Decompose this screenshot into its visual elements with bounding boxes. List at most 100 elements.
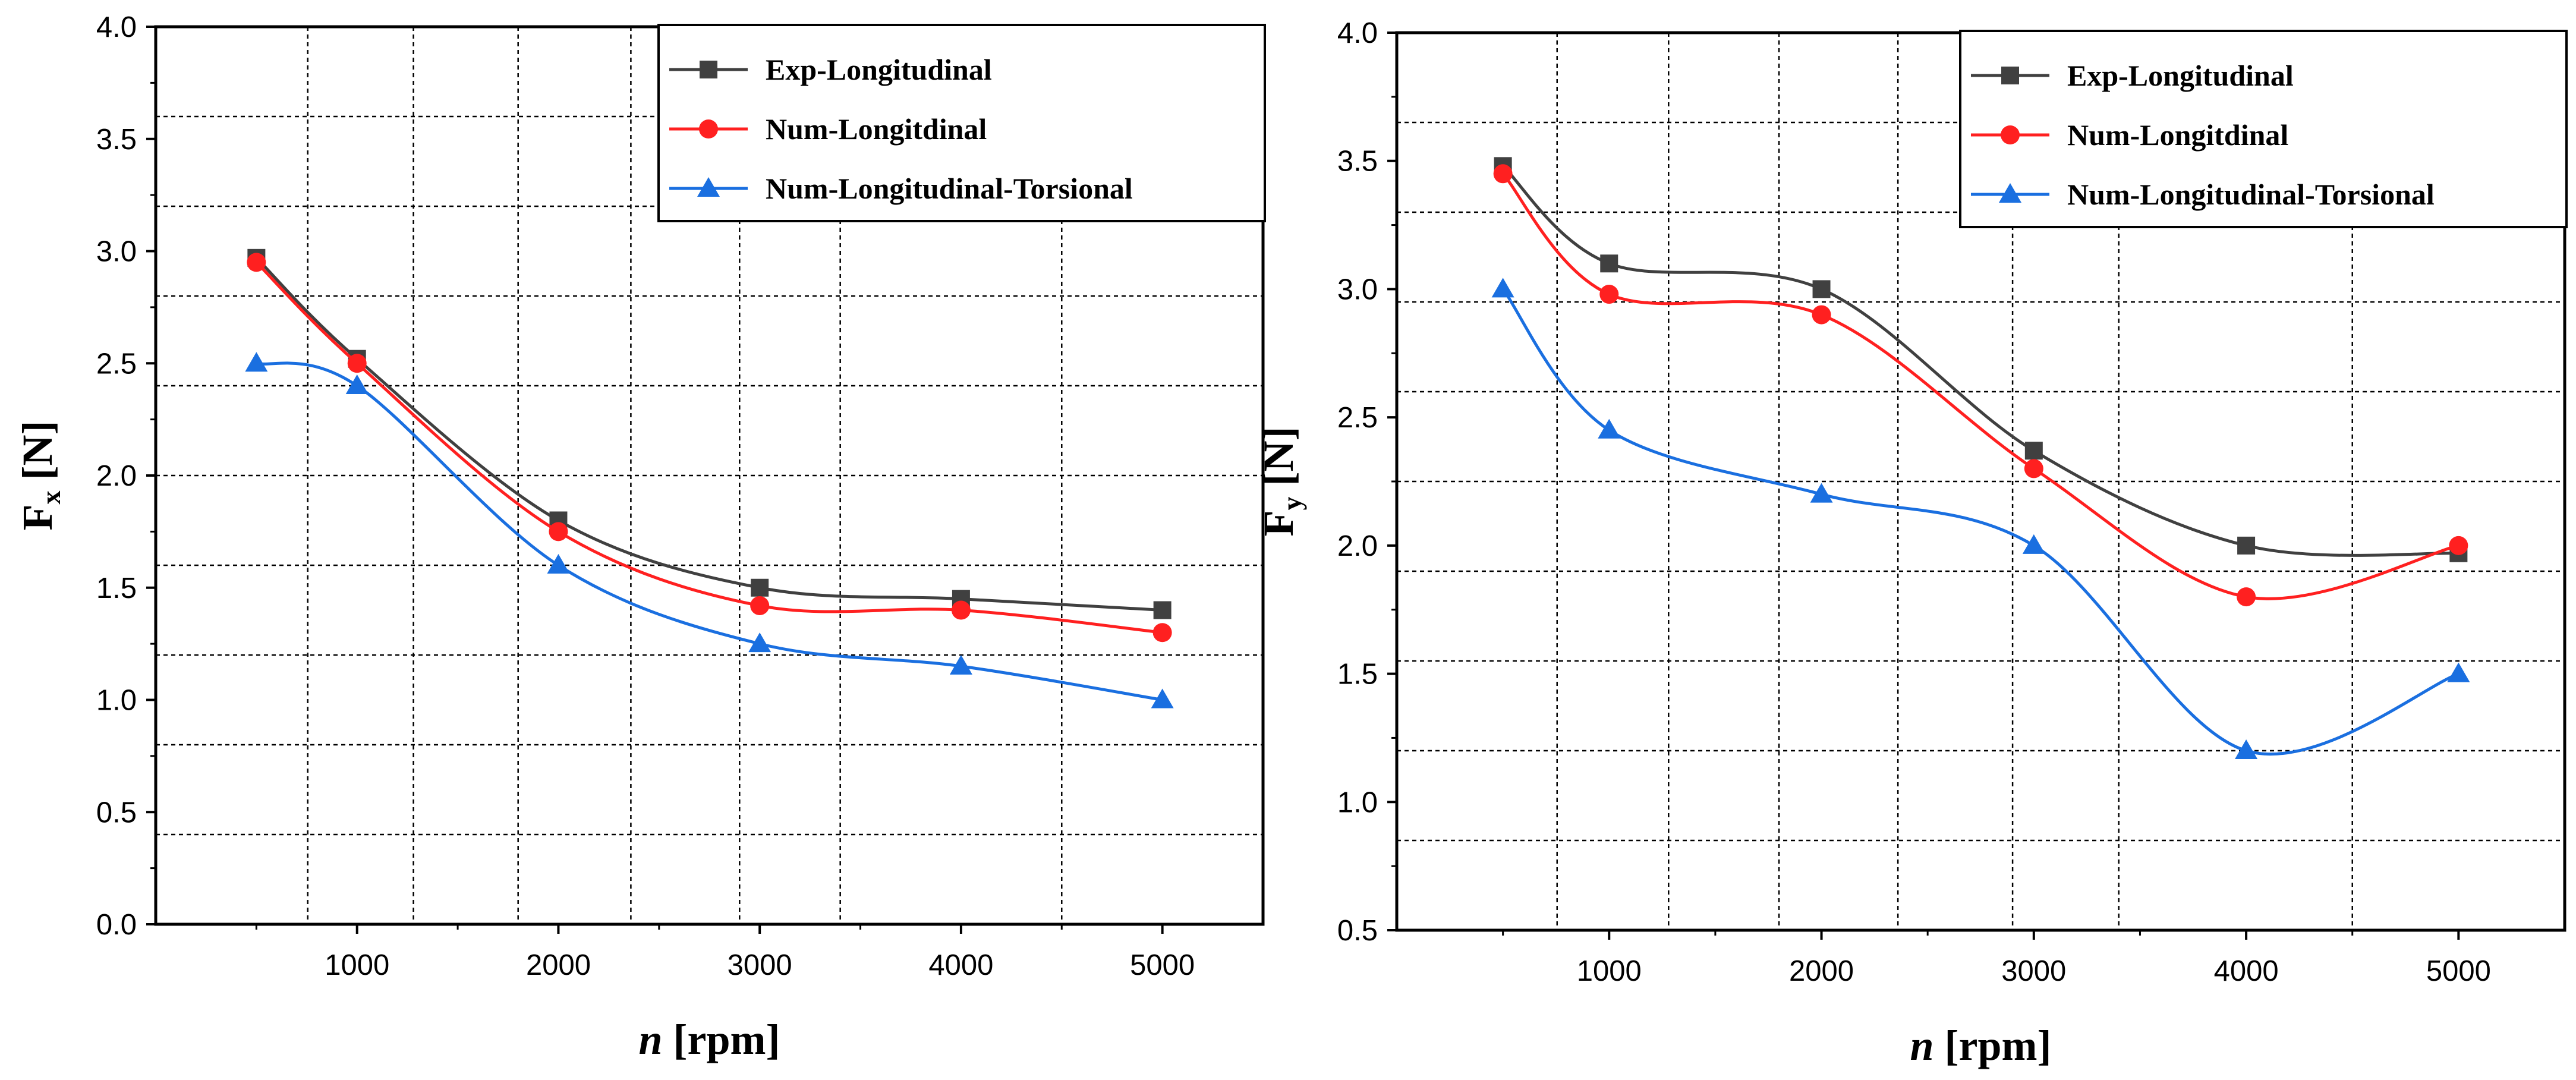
legend-label: Num-Longitudinal-Torsional	[2067, 178, 2435, 211]
data-point	[1152, 623, 1172, 643]
legend-label: Num-Longitdinal	[2067, 118, 2288, 152]
series-line	[256, 361, 1163, 701]
series-line	[1501, 172, 2459, 600]
y-axis-unit: [N]	[14, 421, 61, 491]
chart-panel-2: 0.5 1.0 1.5 2.0 2.5 3.0 3.5 4.0 1000 2000 3000 4000…	[1255, 17, 2568, 1069]
data-point	[1600, 254, 1618, 273]
y-tick-label: 3.0	[96, 236, 137, 268]
data-point	[2447, 662, 2470, 682]
y-axis-variable: F	[1255, 510, 1302, 536]
x-axis-variable: n	[1910, 1022, 1934, 1069]
legend-item: Num-Longitdinal	[1971, 118, 2288, 152]
legend-label: Num-Longitudinal-Torsional	[766, 172, 1133, 205]
chart-panel-1: 0.0 0.5 1.0 1.5 2.0 2.5 3.0 3.5 4.0 1000 2000 3000 4…	[14, 11, 1266, 1063]
y-tick-label: 0.0	[96, 909, 137, 941]
data-point	[345, 374, 369, 394]
x-axis-title: n [rpm]	[1910, 1022, 2052, 1069]
y-tick-label: 1.5	[1337, 659, 1378, 691]
legend-marker	[697, 177, 720, 197]
legend: Exp-Longitudinal Num-Longitdinal Num-Longi…	[657, 24, 1266, 222]
y-tick-label: 2.5	[1337, 402, 1378, 434]
x-axis-title: n [rpm]	[639, 1016, 780, 1063]
data-point	[2022, 534, 2045, 554]
data-point	[347, 354, 367, 373]
legend-marker	[2001, 67, 2019, 84]
legend-label: Exp-Longitudinal	[2067, 59, 2294, 92]
x-tick-label: 3000	[728, 949, 792, 981]
data-point	[2024, 442, 2043, 460]
legend-box	[657, 24, 1266, 222]
y-tick-label: 1.5	[96, 572, 137, 604]
data-point	[2237, 536, 2256, 555]
y-axis-subscript: y	[1277, 496, 1307, 510]
legend-item: Exp-Longitudinal	[1971, 59, 2294, 92]
data-point	[2024, 459, 2043, 478]
y-tick-label: 4.0	[96, 11, 137, 43]
x-tick-label: 1000	[325, 949, 389, 981]
y-tick-label: 0.5	[1337, 915, 1378, 947]
legend-item: Num-Longitdinal	[669, 112, 987, 146]
y-tick-label: 2.0	[1337, 530, 1378, 562]
y-tick-label: 4.0	[1337, 17, 1378, 49]
data-point	[1153, 601, 1172, 619]
series-num-longitudinal-torsional	[1491, 278, 2470, 759]
legend-marker	[700, 61, 717, 78]
x-tick-label: 4000	[928, 949, 993, 981]
x-axis-unit: [rpm]	[663, 1016, 780, 1063]
y-axis-subscript: x	[36, 490, 66, 504]
data-point	[1491, 278, 1514, 298]
y-tick-label: 0.5	[96, 796, 137, 829]
legend-box	[1959, 30, 2568, 228]
y-tick-label: 3.0	[1337, 273, 1378, 306]
series-exp-longitudinal	[247, 248, 1172, 619]
y-tick-label: 3.5	[96, 124, 137, 156]
y-tick-label: 2.0	[96, 460, 137, 492]
data-point	[1812, 280, 1831, 298]
legend-marker	[2001, 125, 2020, 144]
y-axis-variable: F	[14, 504, 61, 530]
data-point	[1151, 688, 1174, 709]
x-tick-label: 2000	[1789, 955, 1854, 987]
data-point	[748, 632, 771, 653]
series-num-longitudinal-torsional	[245, 352, 1174, 709]
series-num-longitdinal	[247, 253, 1172, 643]
data-point	[951, 600, 971, 620]
y-tick-label: 2.5	[96, 348, 137, 380]
series-line	[255, 257, 1163, 612]
y-tick-label: 1.0	[1337, 786, 1378, 818]
x-axis-variable: n	[639, 1016, 663, 1063]
legend-marker	[699, 119, 718, 138]
series-line	[1501, 288, 2460, 756]
legend-label: Exp-Longitudinal	[766, 53, 992, 86]
data-point	[2235, 739, 2258, 759]
x-tick-label: 1000	[1577, 955, 1642, 987]
x-axis-unit: [rpm]	[1934, 1022, 2052, 1069]
legend-item: Num-Longitudinal-Torsional	[669, 172, 1133, 205]
y-tick-label: 3.5	[1337, 146, 1378, 178]
data-point	[1599, 285, 1619, 304]
legend-marker	[1999, 183, 2021, 203]
x-tick-label: 2000	[526, 949, 591, 981]
x-tick-label: 3000	[2001, 955, 2066, 987]
data-point	[1812, 305, 1831, 325]
data-point	[2449, 536, 2468, 555]
y-tick-label: 1.0	[96, 685, 137, 717]
data-point	[549, 522, 568, 541]
data-point	[1598, 418, 1621, 439]
legend: Exp-Longitudinal Num-Longitdinal Num-Longi…	[1959, 30, 2568, 228]
legend-item: Exp-Longitudinal	[669, 53, 992, 86]
data-point	[1493, 164, 1513, 184]
y-axis-unit: [N]	[1255, 427, 1302, 497]
y-axis-title: Fy [N]	[1255, 427, 1307, 537]
legend-label: Num-Longitdinal	[766, 112, 987, 146]
data-point	[949, 654, 972, 675]
data-point	[247, 253, 266, 272]
data-point	[1810, 483, 1833, 503]
x-tick-label: 5000	[2426, 955, 2491, 987]
x-tick-label: 4000	[2214, 955, 2279, 987]
data-point	[547, 554, 570, 574]
y-axis-title: Fx [N]	[14, 421, 66, 531]
series-exp-longitudinal	[1494, 157, 2468, 562]
x-tick-label: 5000	[1130, 949, 1195, 981]
